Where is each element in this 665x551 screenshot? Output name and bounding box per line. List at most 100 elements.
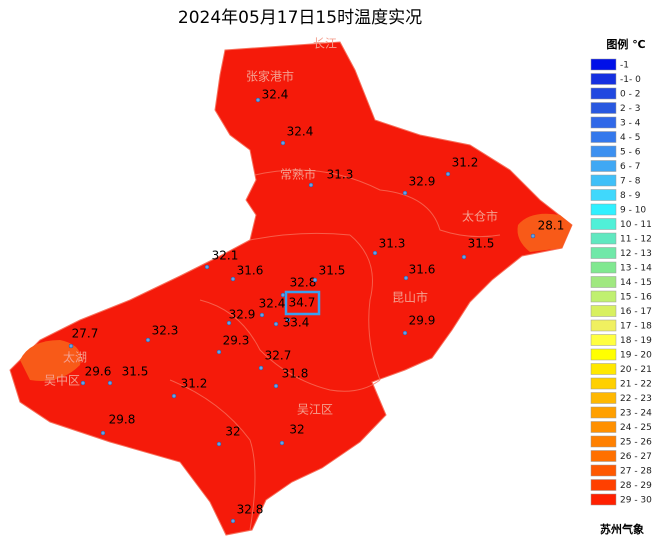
legend-swatch xyxy=(590,116,617,129)
legend-label: 26 - 27 xyxy=(620,452,652,462)
legend-swatch xyxy=(590,479,617,491)
legend-label: 25 - 26 xyxy=(620,438,652,448)
highlight-box xyxy=(284,290,321,316)
legend-label: 14 - 15 xyxy=(620,278,652,288)
legend-swatch xyxy=(590,160,617,172)
legend-label: 17 - 18 xyxy=(620,322,652,332)
station-value: 29.3 xyxy=(223,334,250,348)
station-value: 27.7 xyxy=(72,327,99,341)
legend-label: 24 - 25 xyxy=(620,423,652,433)
legend-label: 0 - 2 xyxy=(620,90,640,100)
legend-swatch xyxy=(590,174,617,187)
station-value: 32.9 xyxy=(229,308,256,322)
legend-label: 20 - 21 xyxy=(620,365,652,375)
legend-label: 6 - 7 xyxy=(620,162,640,172)
legend-swatch xyxy=(590,290,617,303)
legend-swatch xyxy=(590,305,617,317)
legend-swatch xyxy=(590,261,617,274)
map-title: 2024年05月17日15时温度实况 xyxy=(178,8,422,28)
station-value: 31.2 xyxy=(181,377,208,391)
station-value: 29.9 xyxy=(409,314,436,328)
legend-swatch xyxy=(590,319,617,332)
legend-label: 21 - 22 xyxy=(620,380,652,390)
station-value: 32.8 xyxy=(290,276,317,290)
station-value: 32.4 xyxy=(259,297,286,311)
station-value: 32 xyxy=(289,423,304,437)
legend-label: 5 - 6 xyxy=(620,148,641,158)
station-dot xyxy=(204,264,210,270)
district-borders xyxy=(169,169,501,531)
legend-label: 19 - 20 xyxy=(620,351,652,361)
legend-swatch xyxy=(590,363,617,375)
station-dot xyxy=(445,171,451,177)
station-dot xyxy=(68,343,74,349)
station-dot xyxy=(280,140,286,146)
station-dot xyxy=(308,182,314,188)
station-dot xyxy=(100,430,106,436)
station-value: 29.8 xyxy=(109,413,136,427)
station-dot xyxy=(312,277,318,283)
legend-label: 10 - 11 xyxy=(620,220,652,230)
station-dot xyxy=(273,321,279,327)
legend-label: 3 - 4 xyxy=(620,119,641,129)
station-value: 31.5 xyxy=(122,365,149,379)
station-value: 31.6 xyxy=(409,263,436,277)
station-value: 32.1 xyxy=(212,249,239,263)
legend-swatch xyxy=(590,203,617,216)
legend-swatch xyxy=(590,232,617,245)
legend-label: 11 - 12 xyxy=(620,235,652,245)
station-dot xyxy=(285,317,291,323)
legend-label: 8 - 9 xyxy=(620,191,641,201)
station-dot xyxy=(255,97,261,103)
legend-swatch xyxy=(590,435,617,448)
legend-label: 16 - 17 xyxy=(620,307,652,317)
station-value: 32.9 xyxy=(409,175,436,189)
station-value: 32.7 xyxy=(265,349,292,363)
station-dot xyxy=(230,518,236,524)
station-dot xyxy=(226,320,232,326)
legend-label: 23 - 24 xyxy=(620,409,652,419)
legend-swatch xyxy=(590,102,617,114)
place-label: 太仓市 xyxy=(462,209,498,224)
station-value: 31.5 xyxy=(319,264,346,278)
warm-patch xyxy=(517,213,572,252)
station-dot xyxy=(280,292,286,298)
place-label: 长江 xyxy=(313,37,337,51)
region xyxy=(9,41,573,536)
legend-label: 13 - 14 xyxy=(620,264,652,274)
station-dot xyxy=(80,380,86,386)
station-value: 31.3 xyxy=(327,168,354,182)
station-value: 31.5 xyxy=(468,237,495,251)
warm-patch xyxy=(20,340,81,381)
station-dot xyxy=(372,250,378,256)
station-value: 31.6 xyxy=(237,264,264,278)
legend-swatch xyxy=(590,377,617,390)
legend-swatch xyxy=(590,58,617,71)
legend-swatch xyxy=(590,276,617,288)
station-value: 32 xyxy=(225,425,240,439)
legend-swatch xyxy=(590,131,617,143)
station-dot xyxy=(171,393,177,399)
legend-label: 7 - 8 xyxy=(620,177,641,187)
legend-swatch xyxy=(590,73,617,85)
station-dot xyxy=(530,233,536,239)
legend-label: 28 - 29 xyxy=(620,481,652,491)
place-label: 太湖 xyxy=(63,350,87,365)
legend-swatch xyxy=(590,87,617,100)
legend-swatch xyxy=(590,247,617,259)
legend-swatch xyxy=(590,392,617,404)
station-dot xyxy=(461,254,467,260)
station-value: 33.4 xyxy=(283,316,310,330)
station-value: 28.1 xyxy=(538,219,565,233)
place-label: 昆山市 xyxy=(392,290,428,305)
station-dot xyxy=(279,440,285,446)
place-label: 吴中区 xyxy=(44,373,80,388)
legend-swatch xyxy=(590,493,617,506)
legend-label: -1- 0 xyxy=(620,75,641,85)
station-value: 31.8 xyxy=(282,367,309,381)
station-value: 32.4 xyxy=(287,125,314,139)
station-dot xyxy=(107,380,113,386)
station-value: 29.6 xyxy=(85,365,112,379)
legend-label: 18 - 19 xyxy=(620,336,652,346)
